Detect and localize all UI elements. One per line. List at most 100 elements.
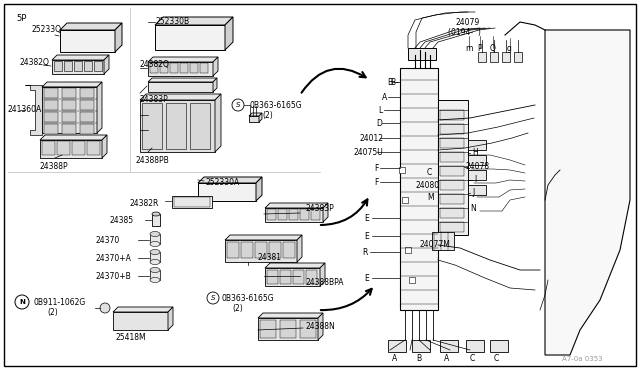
Text: 5P: 5P xyxy=(16,14,26,23)
Bar xyxy=(283,242,295,258)
Bar xyxy=(402,197,408,203)
Text: 25233Q: 25233Q xyxy=(32,25,62,34)
Polygon shape xyxy=(52,55,109,60)
Text: 24078: 24078 xyxy=(466,162,490,171)
Bar xyxy=(225,240,297,262)
Text: D: D xyxy=(376,119,382,128)
Bar xyxy=(54,61,62,71)
Bar xyxy=(293,270,304,284)
Bar xyxy=(148,62,213,76)
Text: (2): (2) xyxy=(232,304,243,313)
Text: 24388P: 24388P xyxy=(40,162,68,171)
Bar xyxy=(80,124,94,134)
Bar xyxy=(267,270,278,284)
Text: I: I xyxy=(474,175,476,184)
Text: A: A xyxy=(392,354,397,363)
Text: B: B xyxy=(390,78,395,87)
Bar xyxy=(440,138,464,148)
Text: 252330B: 252330B xyxy=(155,17,189,26)
Polygon shape xyxy=(140,94,221,100)
Bar xyxy=(306,270,317,284)
Text: 252330A: 252330A xyxy=(205,178,239,187)
Bar xyxy=(258,318,318,340)
Polygon shape xyxy=(225,17,233,50)
Bar xyxy=(490,340,508,352)
Text: F: F xyxy=(374,164,378,173)
Text: 24385: 24385 xyxy=(110,216,134,225)
Polygon shape xyxy=(213,78,217,92)
Bar xyxy=(42,141,55,155)
Bar xyxy=(150,252,160,262)
Bar xyxy=(87,141,100,155)
Text: 24382Q: 24382Q xyxy=(140,60,170,69)
Text: 24383P: 24383P xyxy=(140,95,169,104)
Bar xyxy=(148,82,213,92)
Polygon shape xyxy=(115,23,122,52)
Bar xyxy=(150,63,158,73)
Bar xyxy=(408,48,436,60)
Polygon shape xyxy=(60,23,122,30)
Text: H: H xyxy=(472,148,477,157)
Text: (2): (2) xyxy=(262,111,273,120)
Text: (0194-  ): (0194- ) xyxy=(448,28,481,37)
Bar xyxy=(140,100,215,152)
Text: S: S xyxy=(211,295,215,301)
Text: 25418M: 25418M xyxy=(115,333,146,342)
FancyArrowPatch shape xyxy=(321,199,367,225)
Polygon shape xyxy=(97,82,102,133)
Polygon shape xyxy=(225,235,302,240)
Text: 24388PB: 24388PB xyxy=(136,156,170,165)
Polygon shape xyxy=(258,313,323,318)
Text: L: L xyxy=(378,106,382,115)
Bar xyxy=(478,52,486,62)
Bar xyxy=(260,320,276,338)
Bar xyxy=(227,242,239,258)
Text: 24382R: 24382R xyxy=(130,199,159,208)
Text: 0B363-6165G: 0B363-6165G xyxy=(222,294,275,303)
Bar xyxy=(40,140,102,158)
Polygon shape xyxy=(40,135,107,140)
Polygon shape xyxy=(213,57,218,76)
Bar xyxy=(269,242,281,258)
Bar xyxy=(468,185,486,195)
Text: 24388N: 24388N xyxy=(305,322,335,331)
Ellipse shape xyxy=(150,260,160,264)
Bar xyxy=(278,209,287,220)
Bar xyxy=(468,155,486,165)
Bar xyxy=(166,103,186,149)
Bar xyxy=(490,52,498,62)
Bar xyxy=(200,63,208,73)
Bar xyxy=(466,340,484,352)
Bar xyxy=(155,25,225,50)
Bar xyxy=(64,61,72,71)
Bar xyxy=(241,242,253,258)
Text: 241360A: 241360A xyxy=(8,105,42,114)
Polygon shape xyxy=(545,30,630,355)
Bar xyxy=(160,63,168,73)
Bar xyxy=(311,209,320,220)
Text: Q: Q xyxy=(490,44,496,53)
Text: F: F xyxy=(374,178,378,187)
Text: B: B xyxy=(416,354,421,363)
Polygon shape xyxy=(168,307,173,330)
Bar xyxy=(80,88,94,98)
Ellipse shape xyxy=(150,231,160,237)
Bar xyxy=(60,30,115,52)
Text: 24012: 24012 xyxy=(360,134,384,143)
Bar xyxy=(289,209,298,220)
Polygon shape xyxy=(259,113,262,122)
Text: A: A xyxy=(382,93,387,102)
Text: R: R xyxy=(362,248,367,257)
Text: 0B363-6165G: 0B363-6165G xyxy=(250,101,303,110)
Circle shape xyxy=(100,303,110,313)
Bar xyxy=(84,61,92,71)
Polygon shape xyxy=(155,17,233,25)
Text: 24381: 24381 xyxy=(257,253,281,262)
Text: A: A xyxy=(444,354,449,363)
Text: 24075U: 24075U xyxy=(354,148,384,157)
Bar xyxy=(468,170,486,180)
Bar xyxy=(265,268,320,286)
Text: g: g xyxy=(507,44,512,53)
Bar xyxy=(42,87,97,133)
Bar xyxy=(280,270,291,284)
